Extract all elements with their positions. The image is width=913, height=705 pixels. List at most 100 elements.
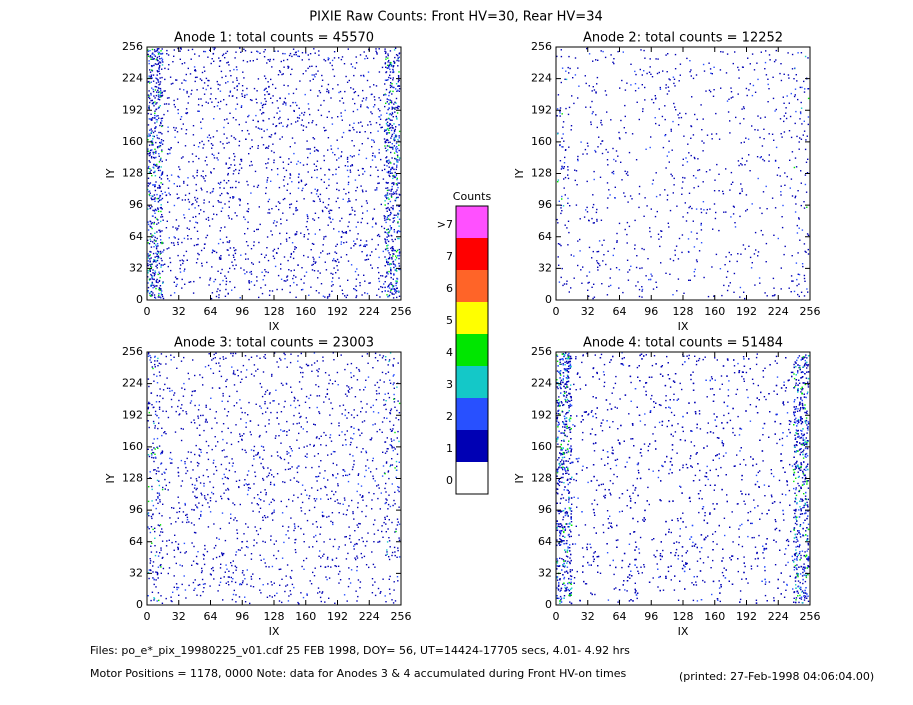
pixel <box>396 160 398 162</box>
pixel <box>399 230 401 233</box>
pixel <box>212 372 215 374</box>
pixel <box>386 216 389 218</box>
pixel <box>624 104 626 107</box>
pixel <box>177 543 180 545</box>
pixel <box>394 264 396 266</box>
pixel <box>562 284 564 287</box>
pixel <box>278 118 280 120</box>
pixel <box>279 357 281 360</box>
pixel <box>177 496 179 498</box>
pixel <box>236 103 239 105</box>
pixel <box>361 189 364 191</box>
pixel <box>384 105 386 108</box>
pixel <box>207 140 210 142</box>
pixel <box>338 512 340 514</box>
pixel <box>339 285 341 287</box>
pixel <box>148 95 150 97</box>
pixel <box>283 185 285 187</box>
pixel <box>236 369 239 371</box>
pixel <box>158 67 160 69</box>
pixel <box>386 182 388 184</box>
pixel <box>266 62 268 64</box>
pixel <box>360 121 362 123</box>
pixel <box>263 515 266 517</box>
pixel <box>293 53 295 56</box>
pixel <box>157 502 159 504</box>
pixel <box>389 263 391 265</box>
pixel <box>158 53 160 55</box>
pixel <box>596 126 598 129</box>
pixel <box>185 411 187 413</box>
pixel <box>192 491 194 493</box>
pixel <box>343 242 345 244</box>
pixel <box>236 537 239 540</box>
pixel <box>317 385 320 388</box>
pixel <box>773 139 775 141</box>
pixel <box>398 237 400 240</box>
pixel <box>199 594 202 597</box>
pixel <box>678 117 680 119</box>
x-tick-label: 96 <box>235 305 249 318</box>
pixel <box>708 89 711 91</box>
pixel <box>357 506 359 509</box>
pixel <box>383 521 385 524</box>
pixel <box>223 133 225 135</box>
pixel <box>337 84 339 86</box>
pixel <box>393 439 395 441</box>
pixel <box>156 91 158 93</box>
pixel <box>187 372 189 375</box>
pixel <box>218 65 221 67</box>
pixel <box>227 249 229 251</box>
pixel <box>184 502 186 505</box>
pixel <box>176 229 178 231</box>
pixel <box>805 161 808 163</box>
pixel <box>388 113 391 116</box>
pixel <box>149 101 151 104</box>
pixel <box>300 232 302 234</box>
pixel <box>172 242 175 244</box>
pixel <box>634 83 637 85</box>
pixel <box>638 193 641 195</box>
pixel <box>370 132 372 134</box>
pixel <box>215 411 217 413</box>
pixel <box>229 90 232 92</box>
pixel <box>167 201 169 203</box>
pixel <box>225 380 227 382</box>
pixel <box>298 404 301 407</box>
pixel <box>391 283 393 286</box>
pixel <box>152 504 155 507</box>
pixel <box>323 159 325 162</box>
pixel <box>795 203 797 205</box>
pixel <box>157 273 159 276</box>
pixel <box>246 87 248 90</box>
pixel <box>167 126 169 128</box>
pixel <box>149 118 151 120</box>
pixel <box>323 477 325 479</box>
pixel <box>330 285 333 287</box>
pixel <box>573 255 575 257</box>
pixel <box>356 555 358 557</box>
pixel <box>393 123 395 125</box>
pixel <box>366 540 368 543</box>
pixel <box>363 555 366 558</box>
pixel <box>219 141 222 143</box>
pixel <box>220 257 222 259</box>
pixel <box>258 497 260 500</box>
pixel <box>639 267 641 270</box>
pixel <box>627 201 629 203</box>
pixel <box>609 268 612 270</box>
pixel <box>391 106 393 108</box>
pixel <box>203 82 206 84</box>
pixel <box>281 601 283 604</box>
pixel <box>381 431 383 433</box>
pixel <box>386 138 388 141</box>
pixel <box>345 75 347 78</box>
pixel <box>703 70 706 72</box>
pixel <box>259 589 261 591</box>
pixel <box>332 521 334 524</box>
pixel <box>393 65 395 67</box>
pixel <box>667 53 669 55</box>
pixel <box>220 227 222 229</box>
pixel <box>292 92 295 95</box>
pixel <box>389 229 391 232</box>
